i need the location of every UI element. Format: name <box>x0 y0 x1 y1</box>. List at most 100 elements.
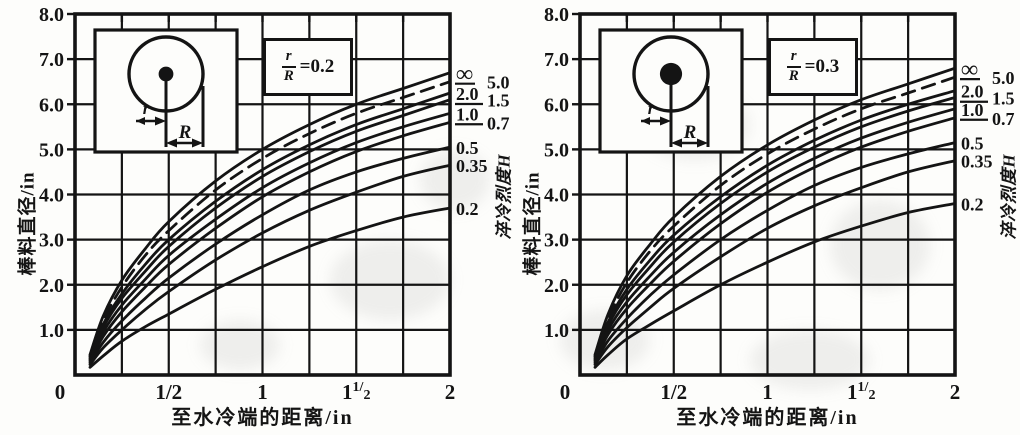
curve-label-H-0.7: 0.7 <box>992 109 1015 129</box>
curve-H-1.0 <box>593 107 957 362</box>
curve-label-H-0.35: 0.35 <box>456 156 488 176</box>
ratio-numerator: r <box>786 49 801 69</box>
y-tick-label: 5.0 <box>39 139 64 161</box>
ratio-value: =0.2 <box>299 56 335 77</box>
scan-artifact <box>830 200 930 290</box>
scan-artifact <box>750 330 870 390</box>
curve-label-H-∞: ∞ <box>961 57 978 83</box>
chart-right-rR-0.3: 8.0 7.0 6.0 5.0 4.0 3.0 2.0 1.0 0 1/2 1 11/2 2 ∞ 5.0 2.… <box>505 0 1020 435</box>
ratio-box: r R =0.3 <box>768 38 858 96</box>
r-arrowhead <box>641 117 650 125</box>
x-tick-label: 1 <box>762 380 773 404</box>
x-axis-title: 至水冷端的距离/in <box>676 407 859 429</box>
r-label: r <box>143 99 150 118</box>
curve-label-H-∞: ∞ <box>456 62 473 88</box>
y-axis-title: 棒料直径/in <box>522 171 544 276</box>
curve-H-0.5 <box>88 145 452 365</box>
curve-H-∞ <box>593 66 957 357</box>
x-tick-label: 2 <box>445 380 456 404</box>
x-tick-label: 1 <box>257 380 268 404</box>
R-arrowhead <box>671 138 682 148</box>
curve-H-0.2 <box>88 206 452 369</box>
curve-H-0.5 <box>593 141 957 365</box>
curve-H-0.2 <box>593 202 957 369</box>
y-tick-label: 3.0 <box>544 230 569 252</box>
inset-cross-section: rR <box>598 28 744 154</box>
curve-H-2.0 <box>88 91 452 359</box>
ratio-denominator: R <box>788 68 799 85</box>
x-tick-label: 0 <box>55 380 66 404</box>
r-label: r <box>648 99 655 118</box>
y-tick-label: 2.0 <box>544 275 569 297</box>
inset-cross-section: rR <box>93 28 239 154</box>
scan-artifact <box>200 320 280 370</box>
ratio-fraction: r R <box>786 49 801 85</box>
curve-H-∞ <box>88 71 452 357</box>
R-label: R <box>683 122 697 143</box>
y-tick-label: 8.0 <box>39 4 64 26</box>
x-axis-title: 至水冷端的距离/in <box>171 407 354 429</box>
curve-label-H-5.0: 5.0 <box>487 73 510 93</box>
x-tick-label: 0 <box>560 380 571 404</box>
y-tick-label: 7.0 <box>544 49 569 71</box>
R-arrowhead <box>166 138 177 148</box>
curve-H-5.0 <box>593 75 957 358</box>
curve-H-5.0 <box>88 80 452 358</box>
curve-label-H-0.35: 0.35 <box>961 152 993 172</box>
curve-label-H-1.0: 1.0 <box>961 100 984 120</box>
r-arrowhead <box>136 117 145 125</box>
ratio-box: r R =0.2 <box>263 38 353 96</box>
chart-left-rR-0.2: 8.0 7.0 6.0 5.0 4.0 3.0 2.0 1.0 0 1/2 1 11/2 2 ∞ 5.0 2.… <box>17 4 514 429</box>
curve-label-H-2.0: 2.0 <box>961 82 984 102</box>
r-arrowhead <box>660 116 671 126</box>
curve-H-0.7 <box>593 116 957 363</box>
curve-H-0.35 <box>593 159 957 366</box>
scan-artifact <box>420 150 490 210</box>
y-tick-label: 6.0 <box>39 94 64 116</box>
curve-label-H-0.5: 0.5 <box>961 134 984 154</box>
y-tick-label: 1.0 <box>544 320 569 342</box>
R-arrowhead <box>192 138 203 148</box>
ratio-value: =0.3 <box>804 56 840 77</box>
right-axis-title: 淬冷烈度H <box>999 153 1019 240</box>
y-tick-label: 2.0 <box>39 275 64 297</box>
y-tick-label: 5.0 <box>544 139 569 161</box>
curve-label-H-2.0: 2.0 <box>456 84 479 104</box>
ratio-fraction: r R <box>281 49 296 85</box>
curve-H-2.0 <box>593 89 957 359</box>
x-tick-label: 2 <box>950 380 961 404</box>
x-tick-label: 1/2 <box>660 380 687 404</box>
y-tick-label: 4.0 <box>544 185 569 207</box>
curve-label-H-0.5: 0.5 <box>456 138 479 158</box>
y-tick-label: 4.0 <box>39 185 64 207</box>
ratio-denominator: R <box>283 68 294 85</box>
x-tick-label: 11/2 <box>847 380 875 404</box>
x-tick-label: 11/2 <box>342 380 370 404</box>
y-tick-label: 8.0 <box>544 4 569 26</box>
curve-H-0.35 <box>88 163 452 366</box>
R-label: R <box>178 122 192 143</box>
curve-label-H-1.0: 1.0 <box>456 104 479 124</box>
curve-H-1.5 <box>593 96 957 360</box>
curve-label-H-1.5: 1.5 <box>992 88 1015 108</box>
plot-area-left: 8.07.06.05.04.03.02.01.00 1/2 1 11/2 2∞ 5.02.… <box>39 4 510 404</box>
y-tick-label: 6.0 <box>544 94 569 116</box>
plot-area-right: 8.07.06.05.04.03.02.01.00 1/2 1 11/2 2∞ 5.02.… <box>544 4 1015 404</box>
curve-label-H-0.2: 0.2 <box>961 195 984 215</box>
x-tick-label: 1/2 <box>155 380 182 404</box>
y-tick-label: 7.0 <box>39 49 64 71</box>
y-axis-title: 棒料直径/in <box>17 171 39 276</box>
y-tick-label: 3.0 <box>39 230 64 252</box>
R-arrowhead <box>697 138 708 148</box>
curve-label-H-0.7: 0.7 <box>487 113 510 133</box>
curve-H-1.5 <box>88 98 452 360</box>
curve-label-H-1.5: 1.5 <box>487 91 510 111</box>
y-tick-label: 1.0 <box>39 320 64 342</box>
scan-artifact <box>330 240 450 320</box>
curve-label-H-0.2: 0.2 <box>456 199 479 219</box>
ratio-numerator: r <box>281 49 296 69</box>
r-arrowhead <box>155 116 166 126</box>
curve-label-H-5.0: 5.0 <box>992 68 1015 88</box>
curve-H-1.0 <box>88 111 452 362</box>
